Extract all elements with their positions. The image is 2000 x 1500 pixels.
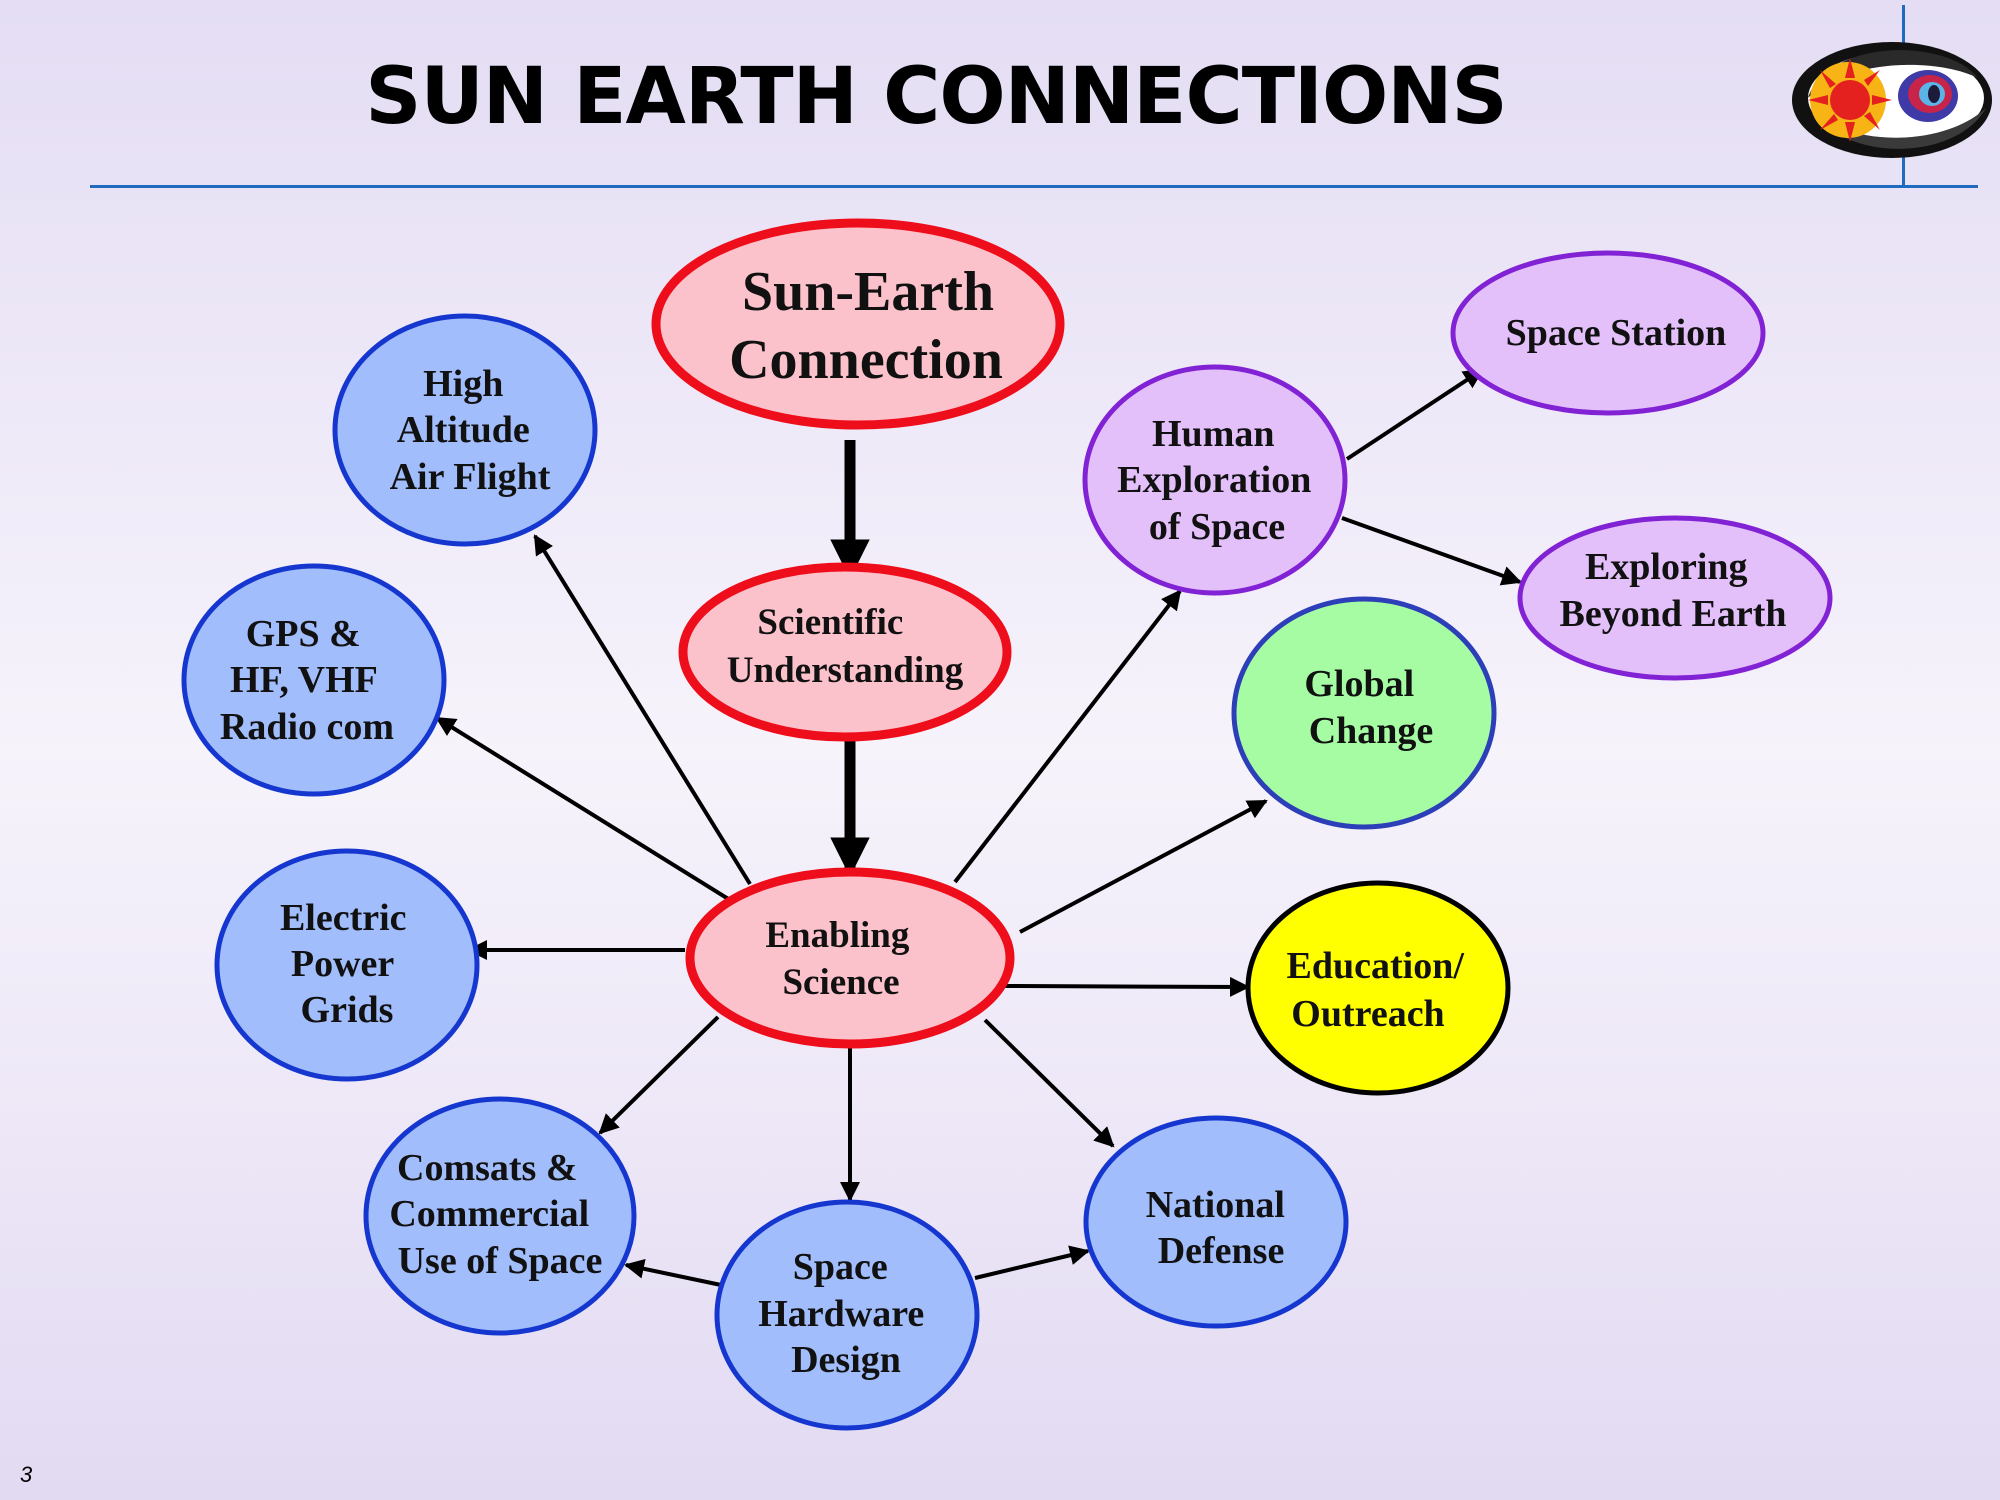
svg-text:Space Hardware Des: Space Hardware Design [758, 1246, 934, 1381]
connectors [435, 368, 1522, 1287]
svg-text:Education/ Outreach: Education/ Outreach [1287, 945, 1474, 1035]
node-label-line: Electric [280, 897, 407, 939]
node-global-change: Global Change [1231, 596, 1497, 830]
svg-text:Electric Power Gri: Electric Power Grids [280, 897, 416, 1031]
node-label-line: Grids [301, 989, 394, 1031]
node-label-line: Understanding [727, 650, 964, 691]
svg-text:Sun-Earth Connection: Sun-Earth Connection [729, 261, 1008, 391]
svg-text:National Defense: National Defense [1146, 1184, 1295, 1272]
node-label-line: Change [1309, 710, 1434, 752]
svg-text:Human Exploration: Human Exploration of Space [1117, 413, 1321, 548]
node-label-line: Power [291, 943, 395, 985]
node-label-line: Exploration [1117, 459, 1311, 501]
node-label-line: Defense [1158, 1230, 1285, 1272]
node-label-line: Design [791, 1339, 901, 1381]
svg-text:Comsats & Commercial: Comsats & Commercial Use of Space [389, 1147, 602, 1282]
node-label-line: Scientific [757, 602, 903, 643]
node-scientific-understanding: Scientific Understanding [678, 562, 1012, 742]
svg-text:Scientific Understanding: Scientific Understanding [727, 602, 964, 691]
node-label-line: Exploring [1585, 546, 1748, 588]
node-label-line: Comsats & [397, 1147, 577, 1189]
node-enabling-science: Enabling Science [685, 867, 1015, 1049]
slide-title: SUN EARTH CONNECTIONS [365, 52, 1507, 142]
arrow-enabling-to-global-change [1019, 799, 1268, 934]
svg-text:High Altitude Air: High Altitude Air Flight [390, 363, 551, 498]
arrow-enabling-to-human-exploration [953, 589, 1182, 884]
arrow-enabling-to-comsats [598, 1015, 720, 1135]
sun-earth-logo-icon [1792, 42, 1992, 158]
node-label-line: Space Station [1506, 312, 1727, 354]
node-label-line: National [1146, 1184, 1285, 1226]
svg-text:Enabling Science: Enabling Science [765, 915, 918, 1003]
node-space-hardware-design: Space Hardware Design [714, 1199, 980, 1431]
node-label-line: HF, VHF [230, 659, 377, 701]
node-label-line: Altitude [397, 409, 530, 451]
node-exploring-beyond-earth: Exploring Beyond Earth [1517, 515, 1833, 681]
node-label-line: Sun-Earth [742, 261, 994, 323]
arrow-hardware-to-comsats [624, 1258, 722, 1287]
arrow-enabling-to-national-defense [983, 1018, 1115, 1148]
node-label-line: Education/ [1287, 945, 1465, 987]
arrow-enabling-to-high-altitude [533, 534, 752, 886]
node-label-line: Enabling [765, 915, 909, 956]
node-electric-power-grids: Electric Power Grids [214, 848, 480, 1082]
node-label-line: Hardware [758, 1293, 924, 1335]
node-label-line: Science [782, 962, 899, 1003]
node-comsats-commercial: Comsats & Commercial Use of Space [363, 1096, 637, 1336]
arrow-human-to-exploring-beyond [1341, 516, 1522, 586]
page-number: 3 [20, 1462, 33, 1487]
arrow-human-to-space-station [1345, 368, 1484, 461]
node-label-line: High [423, 363, 503, 405]
node-label-line: Use of Space [398, 1240, 603, 1282]
arrow-hardware-to-national-defense [974, 1245, 1090, 1280]
node-label-line: Global [1304, 663, 1414, 705]
node-high-altitude-air-flight: High Altitude Air Flight [332, 313, 598, 547]
node-label-line: GPS & [246, 613, 361, 655]
node-label-line: Space [793, 1246, 888, 1288]
node-label-line: Connection [729, 329, 1003, 391]
node-label-line: Beyond Earth [1560, 593, 1787, 635]
node-label-line: Radio com [220, 706, 394, 748]
node-label-line: Human [1152, 413, 1274, 455]
svg-text:Exploring Beyond Earth: Exploring Beyond Earth [1560, 546, 1787, 635]
node-education-outreach: Education/ Outreach [1245, 880, 1511, 1096]
node-gps-radio: GPS & HF, VHF Radio com [181, 563, 447, 797]
svg-text:Space Station: Space Station [1506, 312, 1727, 354]
title-rule [90, 185, 1978, 188]
svg-text:GPS & HF, VHF Radi: GPS & HF, VHF Radio com [220, 613, 394, 748]
node-space-station: Space Station [1450, 250, 1766, 416]
node-label-line: Air Flight [390, 456, 551, 498]
node-sun-earth-connection: Sun-Earth Connection [651, 218, 1065, 430]
svg-text:Global Change: Global Change [1304, 663, 1433, 752]
arrow-enabling-to-gps-radio [435, 716, 732, 902]
node-national-defense: National Defense [1083, 1115, 1349, 1329]
node-label-line: Commercial [389, 1193, 589, 1235]
node-label-line: Outreach [1291, 993, 1444, 1035]
node-human-exploration: Human Exploration of Space [1082, 364, 1348, 596]
arrow-enabling-to-education [1003, 976, 1250, 997]
node-label-line: of Space [1149, 506, 1285, 548]
